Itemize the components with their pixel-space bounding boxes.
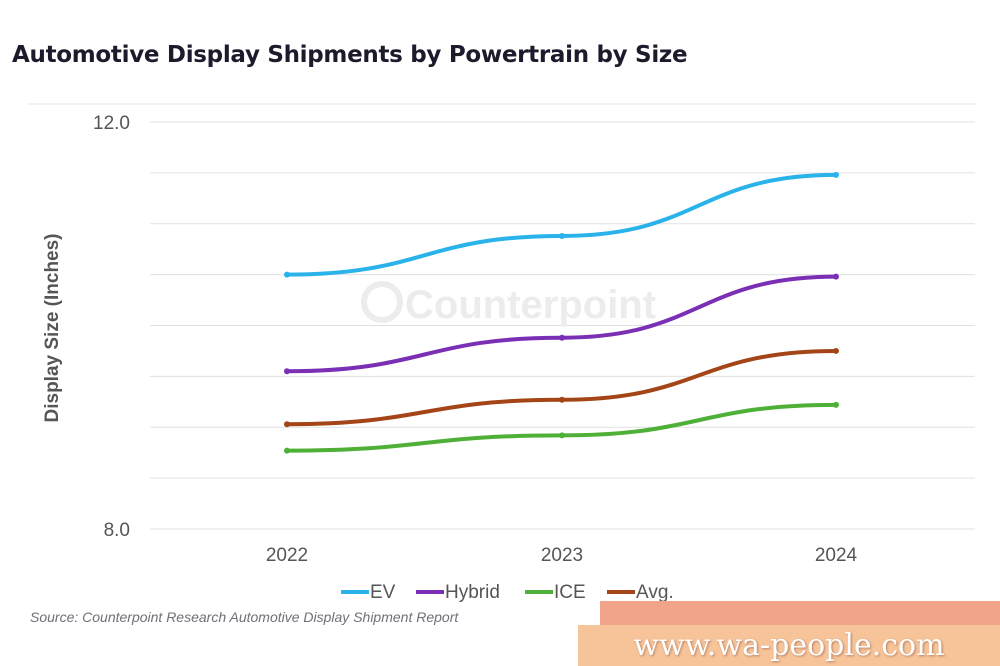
watermark-logo-icon: [364, 284, 400, 320]
point-hybrid: [284, 368, 290, 374]
y-tick-label: 12.0: [93, 113, 130, 134]
series-line-avg: [287, 351, 836, 424]
point-hybrid: [833, 274, 839, 280]
point-ev: [833, 172, 839, 178]
y-tick-label: 8.0: [104, 520, 130, 541]
point-ice: [559, 432, 565, 438]
website-url: www.wa-people.com: [578, 625, 1000, 666]
series-line-ice: [287, 405, 836, 451]
source-note: Source: Counterpoint Research Automotive…: [30, 609, 458, 625]
legend-label-ice: ICE: [554, 582, 586, 603]
point-ev: [559, 233, 565, 239]
y-axis-ticks: 12.0 8.0: [93, 113, 130, 541]
x-axis-ticks: 2022 2023 2024: [266, 545, 858, 566]
point-hybrid: [559, 335, 565, 341]
point-ev: [284, 272, 290, 278]
legend-label-ev: EV: [370, 582, 396, 603]
point-avg: [833, 348, 839, 354]
x-tick-label: 2023: [541, 545, 583, 566]
point-avg: [559, 397, 565, 403]
point-ice: [833, 402, 839, 408]
x-tick-label: 2022: [266, 545, 308, 566]
legend-label-avg: Avg.: [636, 582, 674, 603]
line-chart: Counterpoint 12.0 8.0 2022 2023 2024 Displa…: [0, 0, 1000, 666]
counterpoint-watermark: Counterpoint: [405, 283, 656, 327]
website-banner[interactable]: www.wa-people.com: [578, 625, 1000, 666]
legend-label-hybrid: Hybrid: [445, 582, 500, 603]
legend: EV Hybrid ICE Avg.: [341, 582, 674, 603]
y-axis-label: Display Size (Inches): [42, 233, 63, 422]
series-line-ev: [287, 175, 836, 275]
point-avg: [284, 421, 290, 427]
x-tick-label: 2024: [815, 545, 858, 566]
point-ice: [284, 448, 290, 454]
